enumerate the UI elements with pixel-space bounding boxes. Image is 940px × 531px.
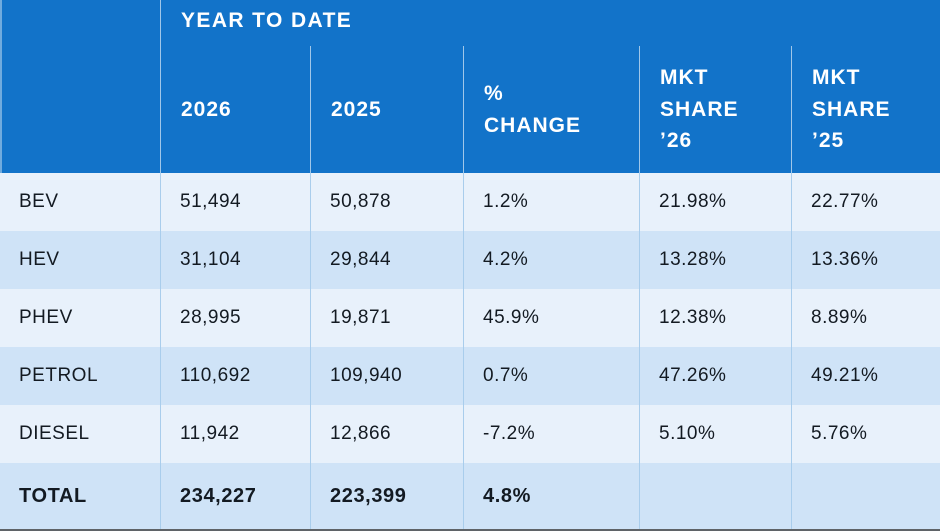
table-row-phev: PHEV 28,995 19,871 45.9% 12.38% 8.89%: [0, 289, 940, 347]
cell-2025: 109,940: [310, 347, 463, 405]
row-label: DIESEL: [19, 423, 90, 444]
cell-pct-change: 45.9%: [463, 289, 639, 347]
row-label: HEV: [19, 249, 60, 270]
table-row-petrol: PETROL 110,692 109,940 0.7% 47.26% 49.21…: [0, 347, 940, 405]
cell-mkt-share-26: 21.98%: [639, 173, 791, 231]
table-row-diesel: DIESEL 11,942 12,866 -7.2% 5.10% 5.76%: [0, 405, 940, 463]
cell-2026: 234,227: [160, 463, 310, 529]
cell-mkt-share-25: 5.76%: [791, 405, 940, 463]
cell-mkt-share-25: 8.89%: [791, 289, 940, 347]
cell-2026: 28,995: [160, 289, 310, 347]
column-header-row: 2026 2025 % CHANGE MKT SHARE ’26 MKT SHA…: [0, 46, 940, 173]
cell-pct-change: 0.7%: [463, 347, 639, 405]
table-row-bev: BEV 51,494 50,878 1.2% 21.98% 22.77%: [0, 173, 940, 231]
column-header-mkt-share-25: MKT SHARE ’25: [791, 46, 940, 173]
column-header-powertrain: [0, 46, 160, 173]
cell-pct-change: 4.8%: [463, 463, 639, 529]
cell-mkt-share-26: [639, 463, 791, 529]
cell-mkt-share-26: 47.26%: [639, 347, 791, 405]
cell-2025: 29,844: [310, 231, 463, 289]
cell-mkt-share-25: [791, 463, 940, 529]
cell-2026: 51,494: [160, 173, 310, 231]
cell-pct-change: -7.2%: [463, 405, 639, 463]
column-header-2025: 2025: [310, 46, 463, 173]
cell-2025: 19,871: [310, 289, 463, 347]
cell-mkt-share-25: 49.21%: [791, 347, 940, 405]
column-header-mkt-share-26: MKT SHARE ’26: [639, 46, 791, 173]
cell-2026: 11,942: [160, 405, 310, 463]
cell-2025: 12,866: [310, 405, 463, 463]
cell-mkt-share-25: 13.36%: [791, 231, 940, 289]
group-header-row: YEAR TO DATE: [0, 0, 940, 46]
group-header-spacer: [0, 0, 160, 46]
table-row-total: TOTAL 234,227 223,399 4.8%: [0, 463, 940, 529]
cell-2026: 31,104: [160, 231, 310, 289]
cell-2026: 110,692: [160, 347, 310, 405]
column-header-2026: 2026: [160, 46, 310, 173]
cell-mkt-share-26: 5.10%: [639, 405, 791, 463]
row-label: BEV: [19, 191, 59, 212]
cell-mkt-share-26: 12.38%: [639, 289, 791, 347]
cell-mkt-share-26: 13.28%: [639, 231, 791, 289]
row-label: PETROL: [19, 365, 99, 386]
row-label: PHEV: [19, 307, 73, 328]
group-header-title: YEAR TO DATE: [160, 0, 940, 46]
cell-mkt-share-25: 22.77%: [791, 173, 940, 231]
cell-pct-change: 1.2%: [463, 173, 639, 231]
cell-pct-change: 4.2%: [463, 231, 639, 289]
left-edge-highlight: [0, 0, 2, 173]
cell-2025: 223,399: [310, 463, 463, 529]
cell-2025: 50,878: [310, 173, 463, 231]
table-row-hev: HEV 31,104 29,844 4.2% 13.28% 13.36%: [0, 231, 940, 289]
column-header-pct-change: % CHANGE: [463, 46, 639, 173]
row-label: TOTAL: [19, 484, 87, 507]
table-header: YEAR TO DATE 2026 2025 % CHANGE MKT SHAR…: [0, 0, 940, 173]
